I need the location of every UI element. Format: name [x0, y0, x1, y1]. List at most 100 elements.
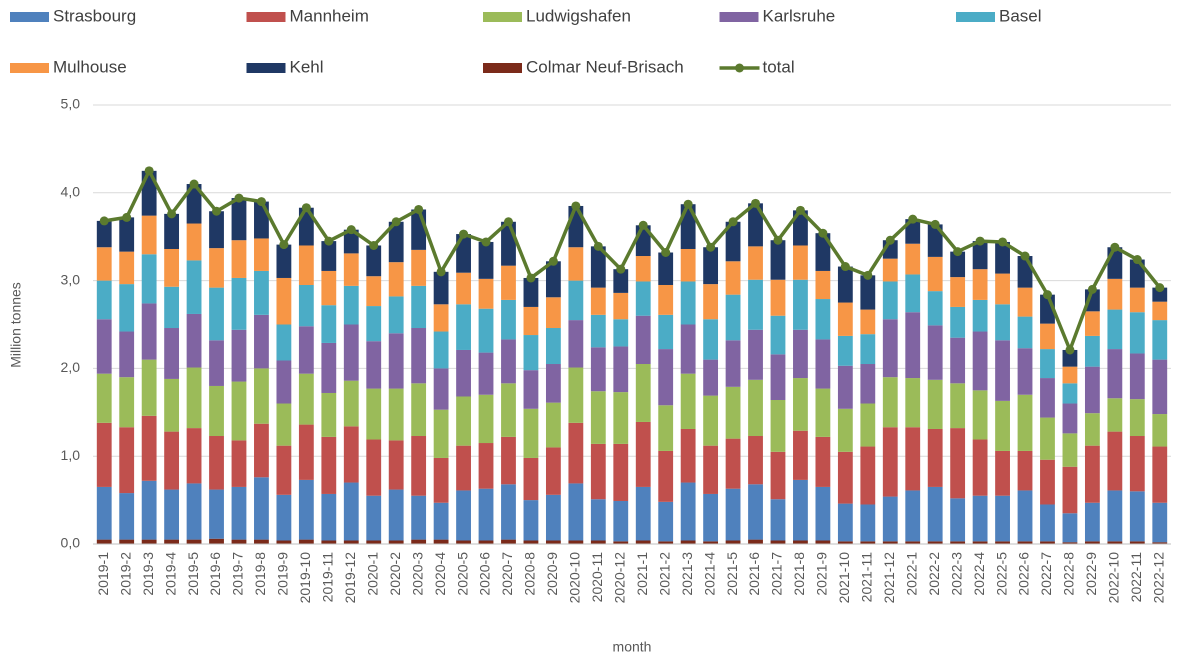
bar-segment	[658, 541, 674, 544]
bar-segment	[388, 489, 404, 541]
x-tick-label: 2022-10	[1106, 552, 1122, 604]
y-tick-label: 5,0	[61, 96, 81, 112]
bar-segment	[658, 501, 674, 542]
bar-segment	[1107, 431, 1123, 491]
bar-segment	[680, 248, 696, 282]
total-marker	[795, 205, 805, 215]
bar-segment	[254, 314, 269, 369]
total-marker	[481, 237, 491, 247]
bar-segment	[770, 540, 786, 544]
total-marker	[1020, 251, 1030, 261]
bar-segment	[1062, 349, 1078, 367]
bar-segment	[680, 540, 696, 544]
bar-segment	[186, 483, 202, 540]
bar-segment	[703, 284, 719, 320]
bar-segment	[748, 329, 763, 380]
bar-segment	[164, 328, 180, 379]
bar-segment	[860, 446, 876, 505]
bar-segment	[254, 423, 269, 478]
bar-segment	[276, 324, 292, 361]
bar-segment	[995, 541, 1010, 544]
x-tick-label: 2020-10	[567, 552, 583, 604]
total-marker	[256, 197, 266, 207]
bar-segment	[96, 280, 112, 320]
legend-label: Strasbourg	[53, 6, 136, 25]
bar-segment	[545, 447, 561, 495]
bar-segment	[119, 251, 135, 285]
bar-segment	[590, 314, 606, 348]
bar-segment	[411, 495, 427, 540]
bar-segment	[635, 486, 651, 541]
bar-segment	[523, 370, 539, 409]
bar-segment	[568, 320, 584, 368]
bar-segment	[545, 402, 561, 448]
bar-segment	[254, 539, 269, 544]
x-tick-label: 2020-4	[432, 552, 448, 596]
total-marker	[975, 236, 985, 246]
bar-segment	[433, 271, 449, 305]
x-tick-label: 2022-2	[926, 552, 942, 596]
bar-segment	[770, 315, 786, 355]
bar-segment	[96, 539, 112, 544]
y-tick-label: 3,0	[61, 271, 81, 287]
bar-segment	[1040, 541, 1055, 544]
bar-segment	[927, 379, 943, 429]
bar-segment	[1017, 256, 1033, 288]
bar-segment	[658, 349, 674, 406]
bar-segment	[186, 539, 202, 544]
total-marker	[930, 219, 940, 229]
bar-segment	[613, 292, 629, 320]
bar-segment	[1129, 491, 1145, 542]
bar-segment	[501, 299, 516, 340]
bar-segment	[1062, 366, 1078, 384]
bar-segment	[972, 331, 988, 391]
bar-segment	[725, 294, 741, 341]
legend-swatch	[956, 12, 995, 22]
bar-segment	[501, 265, 516, 300]
x-tick-label: 2019-5	[185, 552, 201, 596]
bar-segment	[905, 274, 921, 313]
bar-segment	[209, 385, 224, 437]
bar-segment	[119, 331, 135, 378]
bar-segment	[366, 276, 382, 307]
bar-segment	[141, 303, 157, 360]
x-tick-label: 2022-12	[1150, 552, 1166, 604]
x-tick-label: 2021-12	[881, 552, 897, 604]
total-marker	[167, 209, 177, 219]
bar-segment	[186, 313, 202, 368]
bar-segment	[1084, 335, 1100, 367]
bar-segment	[725, 340, 741, 387]
total-marker	[1065, 345, 1075, 355]
bar-segment	[680, 482, 696, 541]
bar-segment	[411, 436, 427, 496]
x-tick-label: 2019-10	[297, 552, 313, 604]
bar-segment	[568, 367, 584, 423]
x-tick-label: 2022-7	[1038, 552, 1054, 596]
bar-segment	[568, 540, 584, 544]
bar-segment	[411, 285, 427, 329]
bar-segment	[972, 241, 988, 270]
bar-segment	[1040, 459, 1055, 505]
bar-segment	[298, 373, 314, 425]
bar-segment	[1062, 383, 1078, 404]
bar-segment	[748, 246, 763, 280]
x-tick-label: 2021-11	[859, 552, 875, 603]
bar-segment	[545, 297, 561, 329]
x-tick-label: 2020-5	[454, 552, 470, 596]
bar-segment	[1040, 504, 1055, 542]
bar-segment	[433, 539, 449, 544]
bar-segment	[321, 305, 337, 343]
bar-segment	[1084, 502, 1100, 542]
bar-segment	[613, 269, 629, 293]
bar-segment	[793, 279, 808, 330]
x-tick-label: 2020-8	[522, 552, 538, 596]
bar-segment	[837, 503, 853, 542]
total-marker	[324, 236, 334, 246]
bar-segment	[635, 364, 651, 422]
bar-segment	[276, 360, 292, 404]
total-marker	[571, 201, 581, 211]
bar-segment	[748, 484, 763, 540]
total-marker	[1155, 283, 1165, 293]
total-marker	[1110, 242, 1120, 252]
bar-segment	[501, 339, 516, 384]
